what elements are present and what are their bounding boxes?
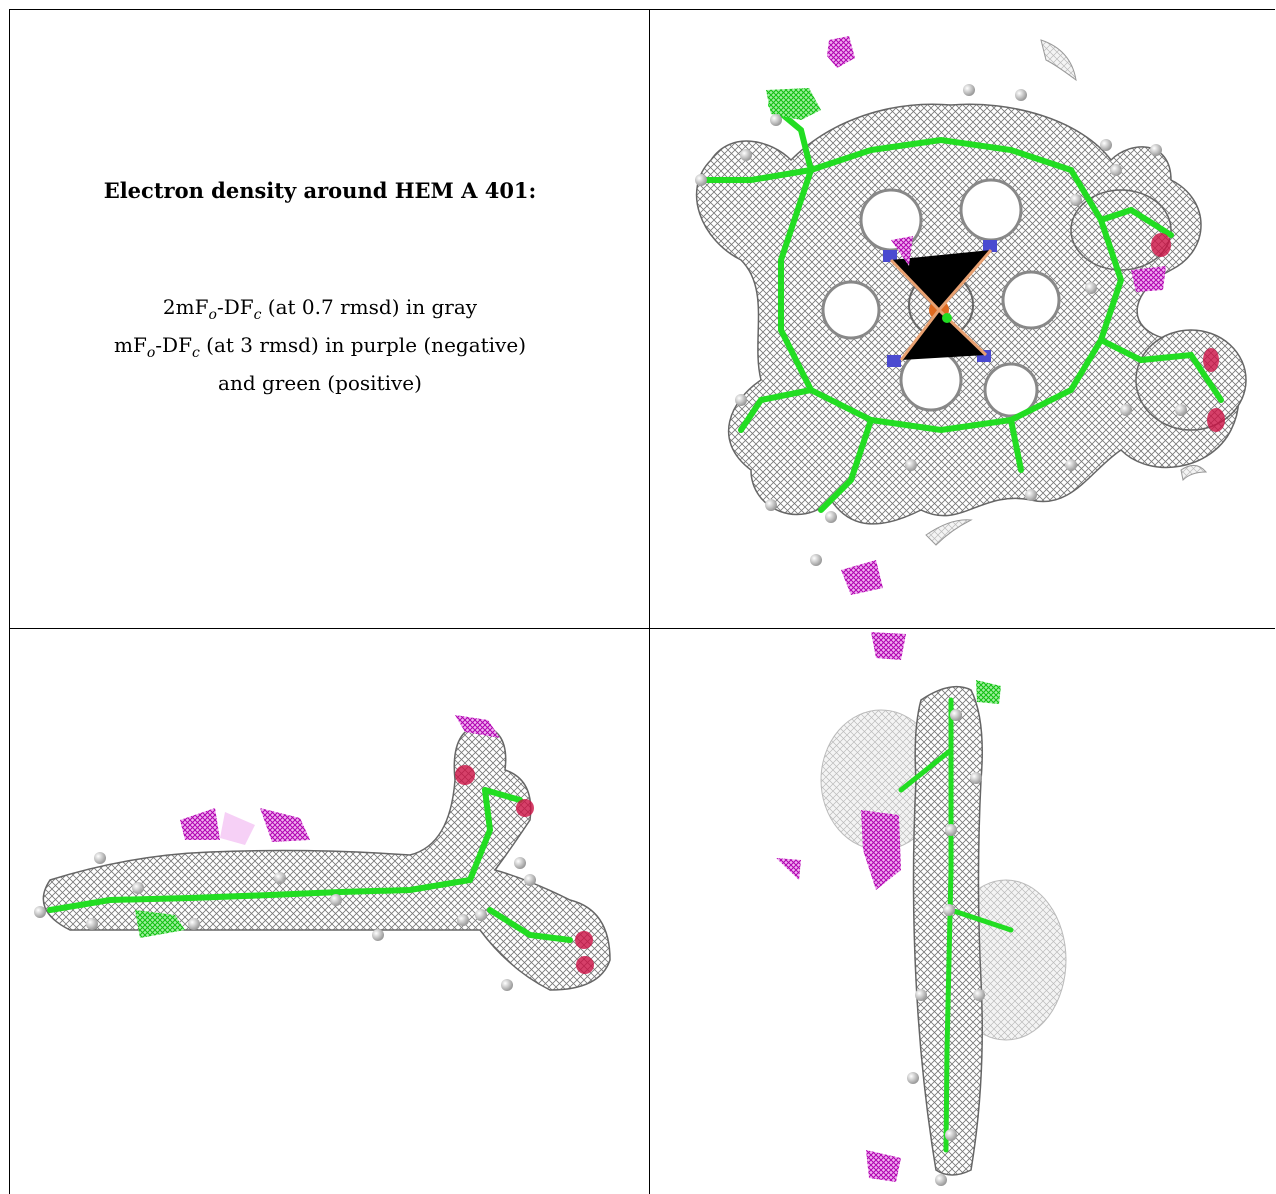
legend-line-green: and green (positive): [218, 371, 422, 395]
legend-line2-b: -DF: [155, 333, 192, 357]
figure-grid: [9, 9, 1275, 1194]
positive-density-blobs: [976, 680, 1001, 704]
stray-gray-density: [925, 39, 1208, 546]
heme-top-view-image: [695, 36, 1247, 595]
heme-edge-view-panel: [651, 630, 1275, 1192]
legend-line2-a-sub: o: [146, 345, 156, 361]
legend-cell: Electron density around HEM A 401: 2mFo-…: [10, 10, 648, 629]
legend-line1-b: -DF: [216, 295, 254, 319]
heme-side-view-image: [34, 715, 611, 991]
legend-line-difference: mFo-DFc (at 3 rmsd) in purple (negative): [10, 330, 630, 368]
legend-description: 2mFo-DFc (at 0.7 rmsd) in gray mFo-DFc (…: [10, 292, 630, 398]
gray-density-mesh: [42, 724, 611, 991]
legend-line2-rest: (at 3 rmsd) in purple (negative): [199, 333, 526, 357]
table-middle-border: [9, 628, 1275, 629]
legend-line1-b-sub: c: [253, 307, 262, 323]
heme-top-view-panel: [651, 10, 1275, 628]
table-left-border: [9, 9, 10, 1194]
legend-line1-rest: (at 0.7 rmsd) in gray: [261, 295, 478, 319]
heme-side-view-panel: [10, 630, 648, 1192]
legend-line2-a: mF: [114, 333, 147, 357]
oxygen-atoms: [455, 765, 594, 974]
positive-density-blobs: [135, 910, 185, 938]
table-center-divider: [649, 9, 650, 1194]
oxygen-atoms: [1151, 233, 1225, 432]
legend-line1-a-sub: o: [208, 307, 217, 323]
legend-line-gray: 2mFo-DFc (at 0.7 rmsd) in gray: [10, 292, 630, 330]
hydrogen-atoms: [34, 852, 536, 991]
table-top-border: [9, 9, 1275, 10]
hydrogen-atoms: [907, 709, 985, 1186]
green-carbon-skeleton: [47, 787, 573, 943]
legend-title: Electron density around HEM A 401:: [103, 178, 537, 203]
legend-line2-b-sub: c: [191, 345, 200, 361]
hydrogen-atoms: [695, 84, 1187, 566]
negative-density-blobs: [180, 715, 500, 845]
green-carbon-skeleton: [698, 102, 1224, 513]
negative-density-blobs: [776, 632, 906, 1182]
heme-edge-view-image: [776, 632, 1067, 1186]
iron-center: [889, 249, 993, 361]
legend-line1-a: 2mF: [162, 295, 209, 319]
positive-density-blobs: [766, 88, 821, 120]
gray-density-mesh: [820, 685, 1067, 1176]
negative-density-blobs: [827, 36, 1166, 595]
